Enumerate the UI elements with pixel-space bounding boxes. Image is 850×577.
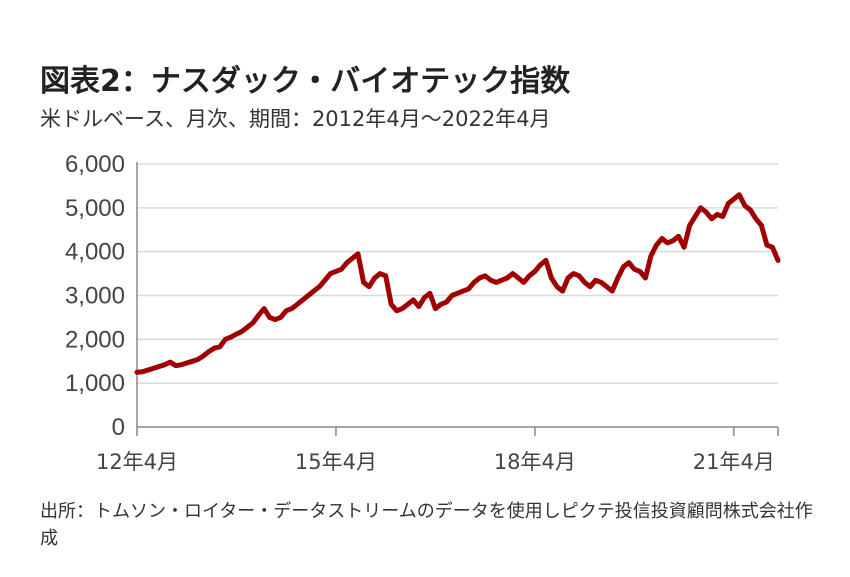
- y-tick-label: 2,000: [65, 326, 125, 353]
- x-tick-label: 21年4月: [693, 450, 775, 474]
- y-tick-label: 4,000: [65, 239, 125, 266]
- chart-subtitle: 米ドルベース、月次、期間：2012年4月～2022年4月: [40, 107, 551, 131]
- y-axis: 0 1,000 2,000 3,000 4,000 5,000 6,000: [65, 151, 138, 441]
- x-tick-label: 18年4月: [494, 450, 576, 474]
- x-axis: 12年4月 15年4月 18年4月 21年4月: [96, 426, 779, 474]
- x-tick-label: 15年4月: [295, 450, 377, 474]
- source-note: 出所：トムソン・ロイター・データストリームのデータを使用しピクテ投信投資顧問株式…: [40, 501, 813, 549]
- series-line: [134, 192, 781, 375]
- chart-title: 図表2：ナスダック・バイオテック指数: [40, 64, 571, 99]
- gridlines: [137, 163, 778, 384]
- y-tick-label: 5,000: [65, 195, 125, 222]
- y-tick-label: 3,000: [65, 283, 125, 310]
- series-group: [134, 192, 781, 375]
- y-tick-label: 6,000: [65, 151, 125, 178]
- x-tick-label: 12年4月: [96, 450, 178, 474]
- y-tick-label: 1,000: [65, 370, 125, 397]
- y-tick-label: 0: [112, 414, 125, 441]
